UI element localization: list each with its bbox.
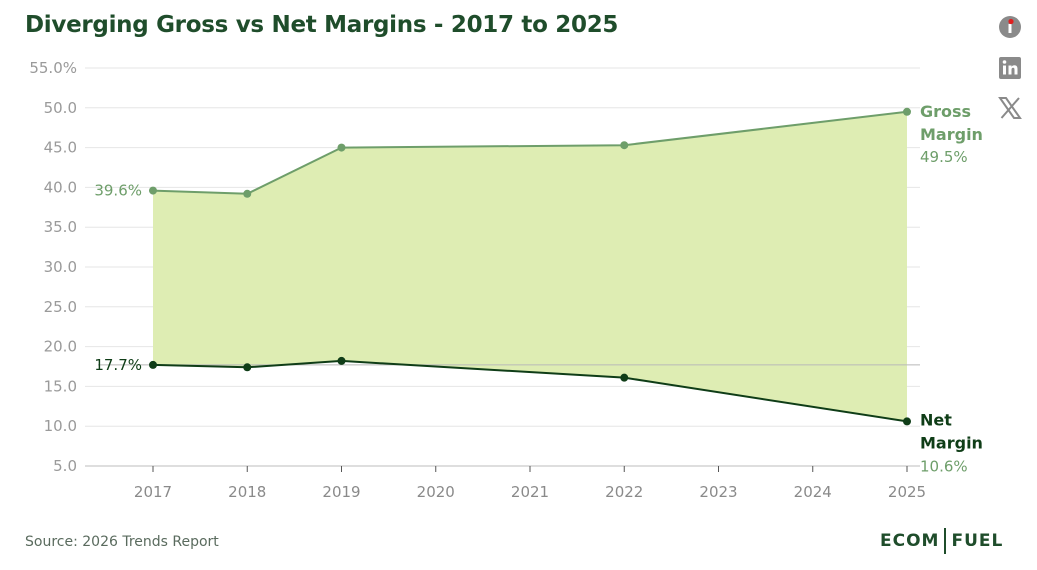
data-point [149, 360, 157, 369]
net-start-label: 17.7% [94, 356, 142, 374]
x-tick-label: 2022 [605, 483, 643, 501]
brand-divider [944, 528, 947, 554]
data-point [903, 107, 911, 116]
data-point [337, 356, 346, 365]
y-tick-label: 45.0 [44, 139, 77, 157]
x-tick-label: 2017 [134, 483, 172, 501]
y-tick-label: 5.0 [53, 457, 77, 475]
net-end-value: 10.6% [920, 457, 968, 475]
y-tick-label: 50.0 [44, 99, 77, 117]
linkedin-icon[interactable] [997, 55, 1023, 81]
chart-title: Diverging Gross vs Net Margins - 2017 to… [25, 12, 619, 38]
y-tick-label: 55.0% [29, 59, 77, 77]
data-point [903, 417, 911, 426]
y-tick-label: 35.0 [44, 218, 77, 236]
x-tick-label: 2023 [699, 483, 737, 501]
y-tick-label: 15.0 [44, 377, 77, 395]
y-tick-label: 30.0 [44, 258, 77, 276]
facebook-icon[interactable] [997, 14, 1023, 40]
x-tick-label: 2025 [888, 483, 926, 501]
data-point [243, 189, 252, 198]
x-tick-label: 2024 [794, 483, 832, 501]
gross-legend-line2: Margin [920, 125, 983, 144]
data-point [620, 141, 629, 150]
y-tick-label: 10.0 [44, 417, 77, 435]
x-tick-label: 2019 [322, 483, 360, 501]
y-tick-label: 40.0 [44, 178, 77, 196]
data-point [149, 186, 157, 195]
source-note: Source: 2026 Trends Report [25, 534, 219, 550]
data-point [243, 363, 252, 372]
net-legend-line2: Margin [920, 433, 983, 452]
brand-left: ECOM [880, 531, 940, 551]
x-icon[interactable] [997, 95, 1023, 121]
net-legend-line1: Net [920, 410, 952, 429]
ecomfuel-logo[interactable]: ECOM FUEL [880, 526, 1003, 556]
data-point [337, 143, 346, 152]
gross-end-value: 49.5% [920, 148, 968, 166]
x-tick-label: 2021 [511, 483, 549, 501]
margin-gap-area [153, 111, 907, 422]
gross-start-label: 39.6% [94, 182, 142, 200]
x-tick-label: 2018 [228, 483, 266, 501]
brand-right: FUEL [951, 531, 1004, 551]
y-tick-label: 20.0 [44, 338, 77, 356]
y-tick-label: 25.0 [44, 298, 77, 316]
gross-legend-line1: Gross [920, 102, 971, 121]
data-point [620, 373, 629, 382]
x-tick-label: 2020 [417, 483, 455, 501]
